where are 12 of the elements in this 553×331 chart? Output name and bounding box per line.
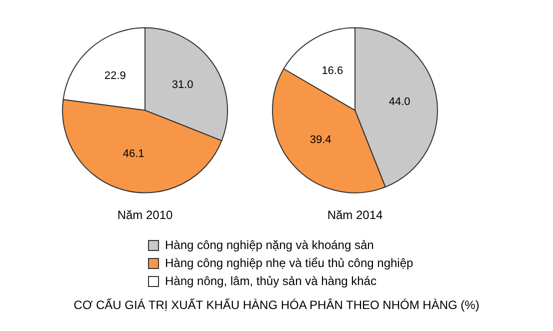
- text: Năm 2010: [117, 208, 174, 222]
- legend-label: Hàng công nghiệp nhẹ và tiểu thủ công nghiệp: [165, 255, 414, 272]
- text: CƠ CẤU GIÁ TRỊ XUẤT KHẨU HÀNG HÓA PHÂN THEO NHÓM HÀNG (%): [72, 298, 480, 312]
- data-label: 39.4: [310, 134, 332, 146]
- text: Năm 2014: [327, 208, 384, 222]
- legend-label: Hàng nông, lâm, thủy sản và hàng khác: [165, 273, 376, 290]
- data-label: 31.0: [172, 78, 194, 91]
- legend-label: Hàng công nghiệp nặng và khoáng sản: [165, 237, 374, 254]
- data-label: 44.0: [388, 96, 410, 108]
- data-label: 46.1: [122, 148, 144, 160]
- data-label: 16.6: [322, 64, 344, 77]
- data-label: 22.9: [104, 70, 126, 82]
